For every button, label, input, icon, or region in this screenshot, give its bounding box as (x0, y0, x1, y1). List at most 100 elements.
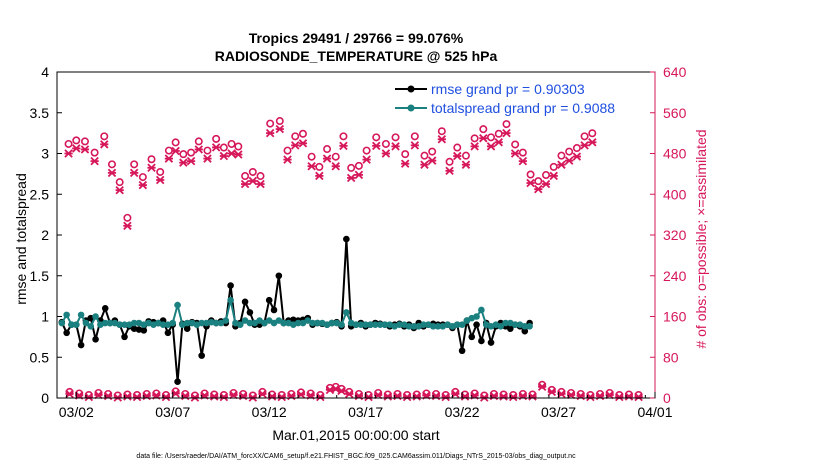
totalspread-point (410, 322, 418, 330)
obs-possible-marker (248, 167, 257, 176)
obs-possible-marker (453, 143, 462, 152)
totalspread-point (309, 319, 316, 327)
obs-assimilated-marker (80, 145, 90, 154)
obs-assimilated-low-marker (615, 392, 624, 402)
obs-possible-marker (256, 172, 265, 181)
obs-assimilated-marker (420, 160, 429, 169)
obs-assimilated-marker (147, 163, 156, 172)
totalspread-point (106, 319, 114, 327)
obs-assimilated-marker (437, 135, 447, 144)
y-right-tick-label: 640 (663, 64, 687, 80)
obs-assimilated-marker (265, 128, 275, 138)
obs-assimilated-marker (194, 145, 204, 154)
totalspread-point (367, 321, 374, 328)
y-right-tick-label: 560 (663, 105, 687, 121)
y-left-tick-label: 3 (41, 146, 49, 162)
totalspread-point (101, 319, 109, 327)
obs-assimilated-marker (518, 156, 528, 166)
obs-assimilated-marker (479, 133, 488, 143)
obs-assimilated-marker (391, 142, 400, 151)
totalspread-point (381, 321, 389, 328)
obs-assimilated-low-marker (248, 393, 258, 402)
obs-assimilated-low-marker (634, 392, 643, 402)
totalspread-point (338, 321, 345, 328)
rmse-point (265, 296, 273, 304)
obs-possible-marker (138, 173, 147, 182)
legend-rmse-marker (407, 85, 415, 93)
totalspread-point (396, 321, 403, 328)
obs-assimilated-marker (256, 179, 265, 189)
obs-assimilated-marker (72, 144, 81, 153)
obs-assimilated-marker (372, 141, 381, 151)
totalspread-point (362, 321, 369, 328)
obs-assimilated-marker (64, 149, 73, 158)
rmse-point (121, 333, 128, 341)
obs-assimilated-marker (234, 150, 243, 159)
obs-assimilated-low-marker (229, 390, 238, 400)
totalspread-point (371, 321, 379, 328)
totalspread-point (352, 321, 360, 328)
totalspread-point (434, 322, 442, 330)
obs-assimilated-marker (427, 156, 437, 165)
totalspread-point (169, 319, 177, 327)
obs-possible-marker (461, 151, 470, 160)
x-axis-label: Mar.01,2015 00:00:00 start (272, 427, 439, 443)
obs-assimilated-marker (486, 142, 496, 151)
obs-possible-marker (291, 132, 300, 141)
obs-possible-marker (298, 129, 307, 138)
obs-assimilated-marker (381, 149, 391, 158)
obs-possible-marker (171, 138, 180, 147)
obs-possible-marker (212, 134, 221, 143)
obs-possible-marker (518, 148, 527, 157)
obs-possible-marker (347, 163, 356, 172)
rmse-point (343, 235, 350, 243)
y-right-tick-label: 240 (663, 268, 687, 284)
x-tick-label: 03/27 (541, 404, 576, 420)
totalspread-point (497, 322, 504, 330)
obs-assimilated-low-marker (132, 392, 142, 402)
y-left-tick-label: 2.5 (30, 186, 50, 202)
obs-possible-marker (487, 133, 496, 142)
obs-assimilated-low-marker (537, 382, 547, 392)
obs-assimilated-marker (445, 166, 454, 176)
obs-assimilated-marker (354, 170, 364, 180)
obs-assimilated-marker (90, 156, 99, 166)
y-right-tick-label: 320 (663, 227, 687, 243)
obs-assimilated-marker (588, 138, 597, 147)
obs-possible-marker (156, 167, 165, 176)
rmse-point (487, 339, 495, 346)
totalspread-point (478, 306, 485, 314)
obs-assimilated-low-marker (190, 393, 200, 402)
obs-possible-marker (187, 148, 196, 157)
obs-assimilated-marker (100, 140, 109, 149)
totalspread-point (236, 321, 244, 328)
totalspread-point (77, 311, 85, 319)
obs-possible-marker (372, 133, 381, 142)
obs-possible-marker (542, 171, 551, 180)
rmse-point (63, 329, 70, 337)
totalspread-point (429, 322, 437, 330)
obs-assimilated-marker (339, 141, 348, 151)
obs-possible-marker (588, 129, 597, 138)
rmse-series-line (60, 239, 531, 382)
obs-possible-marker (420, 151, 429, 160)
obs-possible-marker (549, 162, 558, 171)
obs-assimilated-marker (107, 168, 117, 178)
data-file-footnote: data file: /Users/raeder/DAI/ATM_forcXX/… (136, 453, 576, 460)
totalspread-point (92, 313, 99, 320)
obs-possible-marker (123, 213, 132, 222)
obs-assimilated-marker (362, 155, 371, 164)
obs-assimilated-low-marker (383, 392, 393, 401)
obs-possible-marker (64, 139, 73, 148)
obs-assimilated-marker (171, 146, 180, 156)
obs-assimilated-marker (155, 175, 165, 185)
totalspread-point (174, 301, 181, 309)
y-left-tick-label: 1 (41, 309, 49, 325)
obs-possible-marker (557, 151, 566, 160)
obs-assimilated-marker (219, 151, 229, 161)
totalspread-point (328, 319, 336, 327)
totalspread-point (453, 321, 461, 328)
rmse-point (468, 333, 476, 341)
y-right-tick-label: 80 (663, 349, 679, 365)
